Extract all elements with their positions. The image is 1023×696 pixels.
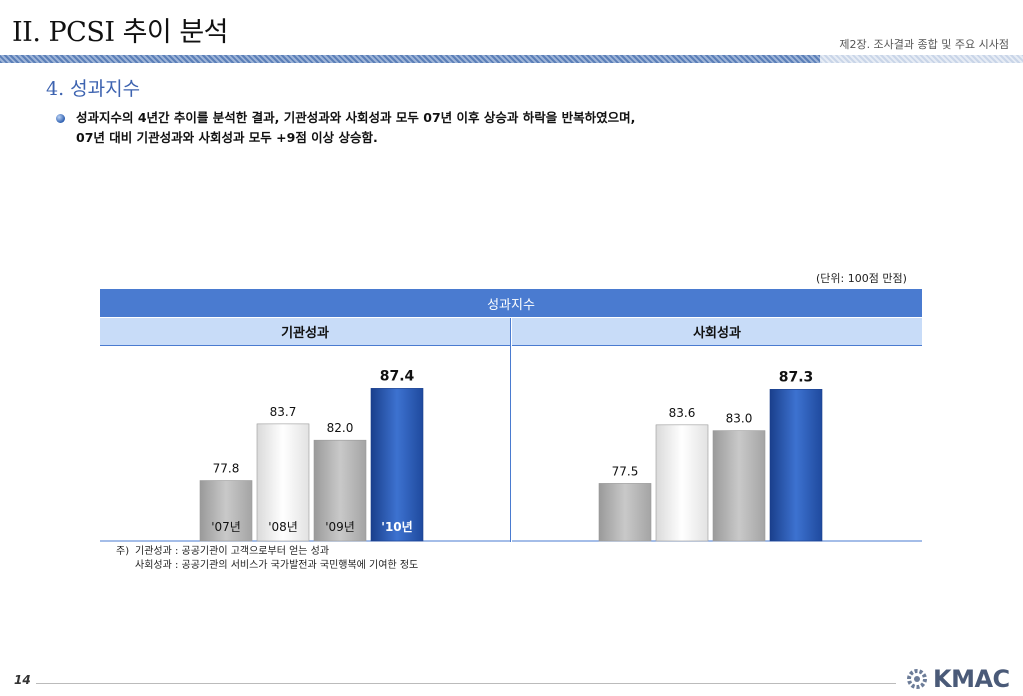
page-title: II. PCSI 추이 분석	[12, 17, 229, 48]
bar-social-2	[712, 430, 766, 542]
gear-logo-icon	[907, 669, 927, 689]
chapter-label: 제2장. 조사결과 종합 및 주요 시사점	[839, 38, 1009, 51]
table-left-header: 기관성과	[100, 318, 510, 346]
logo-text: KMAC	[933, 665, 1010, 693]
panel-divider	[510, 318, 511, 542]
category-label: '08년	[268, 520, 298, 534]
bar-value-label: 82.0	[327, 421, 354, 435]
footnote-label: 주)	[116, 546, 130, 557]
bar-institutional-3	[370, 388, 424, 542]
bar-social-3	[769, 389, 823, 542]
bar-value-label: 83.7	[270, 405, 297, 419]
table-right-header: 사회성과	[512, 318, 922, 346]
header-stripe	[0, 55, 1023, 63]
category-label: '10년	[381, 520, 412, 534]
footer-divider	[36, 683, 896, 684]
category-label: '09년	[325, 520, 355, 534]
footnote-line-1: 기관성과 : 공공기관이 고객으로부터 얻는 성과	[135, 546, 330, 557]
bar-value-label: 83.6	[669, 406, 696, 420]
bar-value-label: 77.5	[612, 464, 639, 478]
unit-label: (단위: 100점 만점)	[816, 272, 907, 285]
bar-value-label: 87.4	[380, 368, 415, 384]
bar-institutional-2	[313, 439, 367, 542]
kmac-logo: KMAC	[904, 664, 1020, 694]
table-main-header: 성과지수	[100, 289, 922, 317]
footnote-line-2: 사회성과 : 공공기관의 서비스가 국가발전과 국민행복에 기여한 정도	[135, 560, 419, 571]
bar-value-label: 77.8	[213, 462, 240, 476]
page-number: 14	[14, 673, 31, 687]
bar-institutional-0	[199, 480, 253, 542]
bar-social-0	[598, 483, 652, 542]
section-title: 4. 성과지수	[46, 78, 141, 100]
category-label: '07년	[211, 520, 241, 534]
bar-value-label: 87.3	[779, 369, 814, 385]
bar-social-1	[655, 424, 709, 542]
summary-text: 성과지수의 4년간 추이를 분석한 결과, 기관성과와 사회성과 모두 07년 …	[76, 108, 796, 148]
bullet-icon	[56, 114, 65, 123]
header-stripe-light	[820, 55, 1023, 63]
summary-line-1: 성과지수의 4년간 추이를 분석한 결과, 기관성과와 사회성과 모두 07년 …	[76, 110, 636, 125]
bar-institutional-1	[256, 423, 310, 542]
bar-value-label: 83.0	[726, 412, 753, 426]
summary-line-2: 07년 대비 기관성과와 사회성과 모두 +9점 이상 상승함.	[76, 130, 378, 145]
